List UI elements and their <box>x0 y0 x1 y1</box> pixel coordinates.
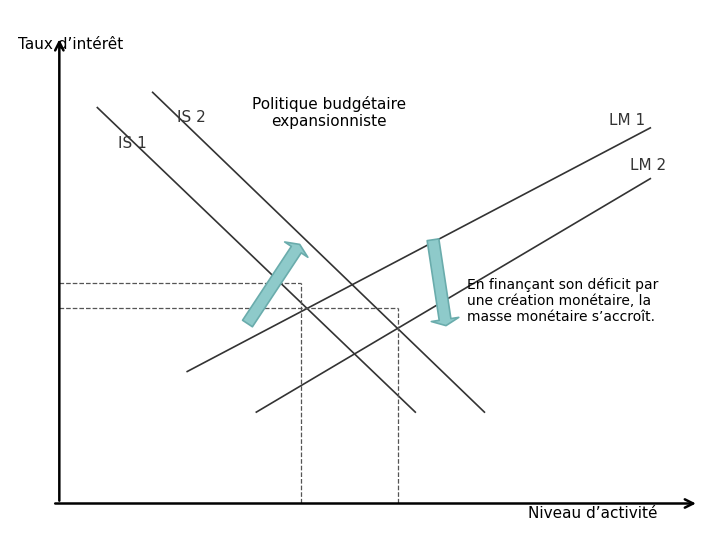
Text: IS 2: IS 2 <box>177 110 206 125</box>
Text: IS 1: IS 1 <box>118 136 147 151</box>
Text: En finançant son déficit par
une création monétaire, la
masse monétaire s’accroî: En finançant son déficit par une créatio… <box>467 277 659 324</box>
Text: LM 2: LM 2 <box>629 158 666 173</box>
Text: Niveau d’activité: Niveau d’activité <box>528 507 657 521</box>
Text: Politique budgétaire
expansionniste: Politique budgétaire expansionniste <box>252 96 406 130</box>
Text: LM 1: LM 1 <box>609 113 645 128</box>
Text: Taux d’intérêt: Taux d’intérêt <box>18 37 123 51</box>
